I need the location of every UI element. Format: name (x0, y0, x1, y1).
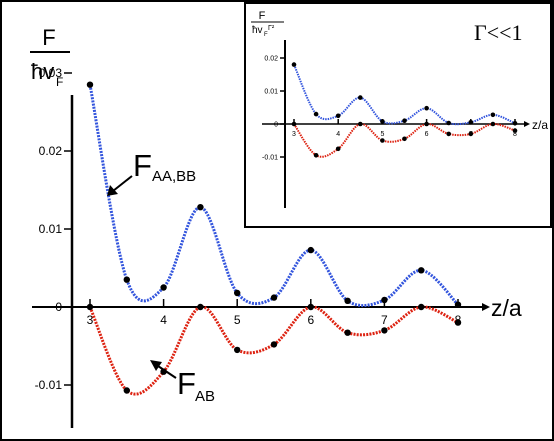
inset-xtick-label: 4 (336, 131, 340, 138)
inset-series-ab-point (490, 121, 496, 127)
arrow-aabb-line (112, 175, 133, 192)
inset-series-ab-point (402, 136, 407, 142)
inset-ylabel-numerator: F (259, 10, 266, 22)
inset-series-aabb-point (490, 112, 496, 118)
main-series-aabb-point (160, 284, 167, 291)
main-series-ab-point (344, 329, 351, 336)
inset-plot: 0.020.010-0.01 345678 F ħv F Γ² z/a Γ<<1 (244, 2, 552, 228)
main-series-ab-point (270, 341, 278, 348)
inset-xtick-label: 8 (513, 131, 517, 138)
main-series-aabb-point (454, 301, 462, 308)
main-ytick-label: 0 (55, 300, 62, 314)
label-aabb: F (133, 148, 152, 183)
inset-ytick-label: 0.02 (264, 55, 278, 62)
inset-series-ab-point (335, 146, 341, 152)
main-series-ab-point (123, 387, 130, 394)
main-xtick-label: 5 (234, 313, 241, 327)
inset-xtick-label: 6 (425, 131, 429, 138)
inset-ytick-label: 0.01 (264, 88, 278, 95)
main-series-aabb-point (418, 267, 425, 274)
arrow-aabb-head (107, 185, 118, 196)
arrow-ab-head (150, 360, 162, 371)
inset-border (244, 2, 552, 228)
inset-series-aabb-point (358, 95, 363, 100)
inset-series-aabb-point (335, 113, 341, 119)
main-ytick-label: 0.01 (39, 222, 63, 236)
main-xtick-label: 4 (160, 313, 167, 327)
inset-series-ab-point (313, 153, 319, 158)
main-xlabel: z/a (491, 295, 522, 321)
inset-ylabel-denominator-sub: F (264, 32, 268, 38)
inset-series-ab-point (291, 121, 297, 127)
inset-series-ab-point (468, 131, 474, 137)
main-series-aabb-point (234, 289, 241, 297)
inset-series-ab-point (424, 121, 429, 127)
inset-xlabel: z/a (532, 118, 548, 132)
main-xtick-label: 6 (307, 313, 314, 327)
inset-series-ab-point (446, 131, 452, 137)
main-ylabel-denominator-sub: F (56, 75, 63, 89)
main-xtick-label: 3 (87, 313, 94, 327)
main-ylabel-denominator: ħv (31, 59, 54, 84)
inset-xtick-label: 3 (292, 131, 296, 138)
inset-x-axis-arrow (524, 121, 530, 127)
inset-series-ab-point (358, 121, 363, 127)
main-series-ab-point (381, 327, 388, 334)
main-x-axis-arrow (482, 303, 490, 311)
inset-xtick-label: 5 (380, 131, 384, 138)
main-series-ab-point (418, 303, 425, 311)
main-series-aabb-point (270, 294, 278, 301)
inset-ylabel-denominator-sup: Γ² (268, 25, 275, 32)
main-xtick-label: 7 (381, 313, 388, 327)
main-series-ab-point (234, 346, 241, 354)
main-series-aabb-point (307, 246, 314, 254)
inset-series-aabb-point (512, 121, 518, 126)
main-series-ab-point (454, 319, 462, 326)
main-ytick-label: 0.02 (39, 144, 63, 158)
inset-series-aabb-point (313, 111, 319, 117)
main-ylabel-numerator: F (42, 25, 55, 50)
inset-series-ab-point (380, 138, 385, 143)
inset-series-aabb-point (402, 118, 407, 123)
inset-ytick-label: -0.01 (262, 154, 278, 161)
main-series-aabb-point (344, 297, 351, 304)
main-series-ab-point (307, 303, 314, 311)
main-series-ab-point (86, 303, 94, 311)
main-series-ab-line (88, 305, 459, 396)
main-series-aabb-point (381, 296, 388, 304)
main-ytick-label: -0.01 (35, 378, 63, 392)
main-series-aabb-point (123, 276, 130, 283)
inset-series-ab-point (512, 128, 518, 133)
inset-series-aabb-point (424, 105, 429, 111)
main-ytick-label: 0.03 (39, 66, 63, 80)
main-plot: 0.03 0.02 0.01 0 -0.01 3 4 5 6 7 8 F ħv F z/a F A… (30, 25, 522, 428)
inset-series-aabb-point (291, 62, 297, 67)
label-ab-sub: AB (195, 388, 215, 405)
label-ab: F (177, 366, 196, 401)
main-series-ab-point (197, 303, 204, 311)
inset-ytick-label: 0 (274, 121, 278, 128)
label-aabb-sub: AA,BB (152, 168, 196, 185)
inset-series-aabb-point (446, 120, 452, 126)
main-series-aabb-point (197, 204, 204, 211)
inset-series-ab-line (293, 122, 516, 158)
inset-regime-label: Γ<<1 (474, 20, 523, 45)
inset-series-aabb-point (380, 119, 385, 124)
inset-ylabel-denominator: ħv (252, 25, 263, 36)
arrow-ab-line (157, 365, 177, 379)
inset-series-aabb-point (468, 120, 474, 125)
main-series-aabb-point (86, 81, 94, 88)
